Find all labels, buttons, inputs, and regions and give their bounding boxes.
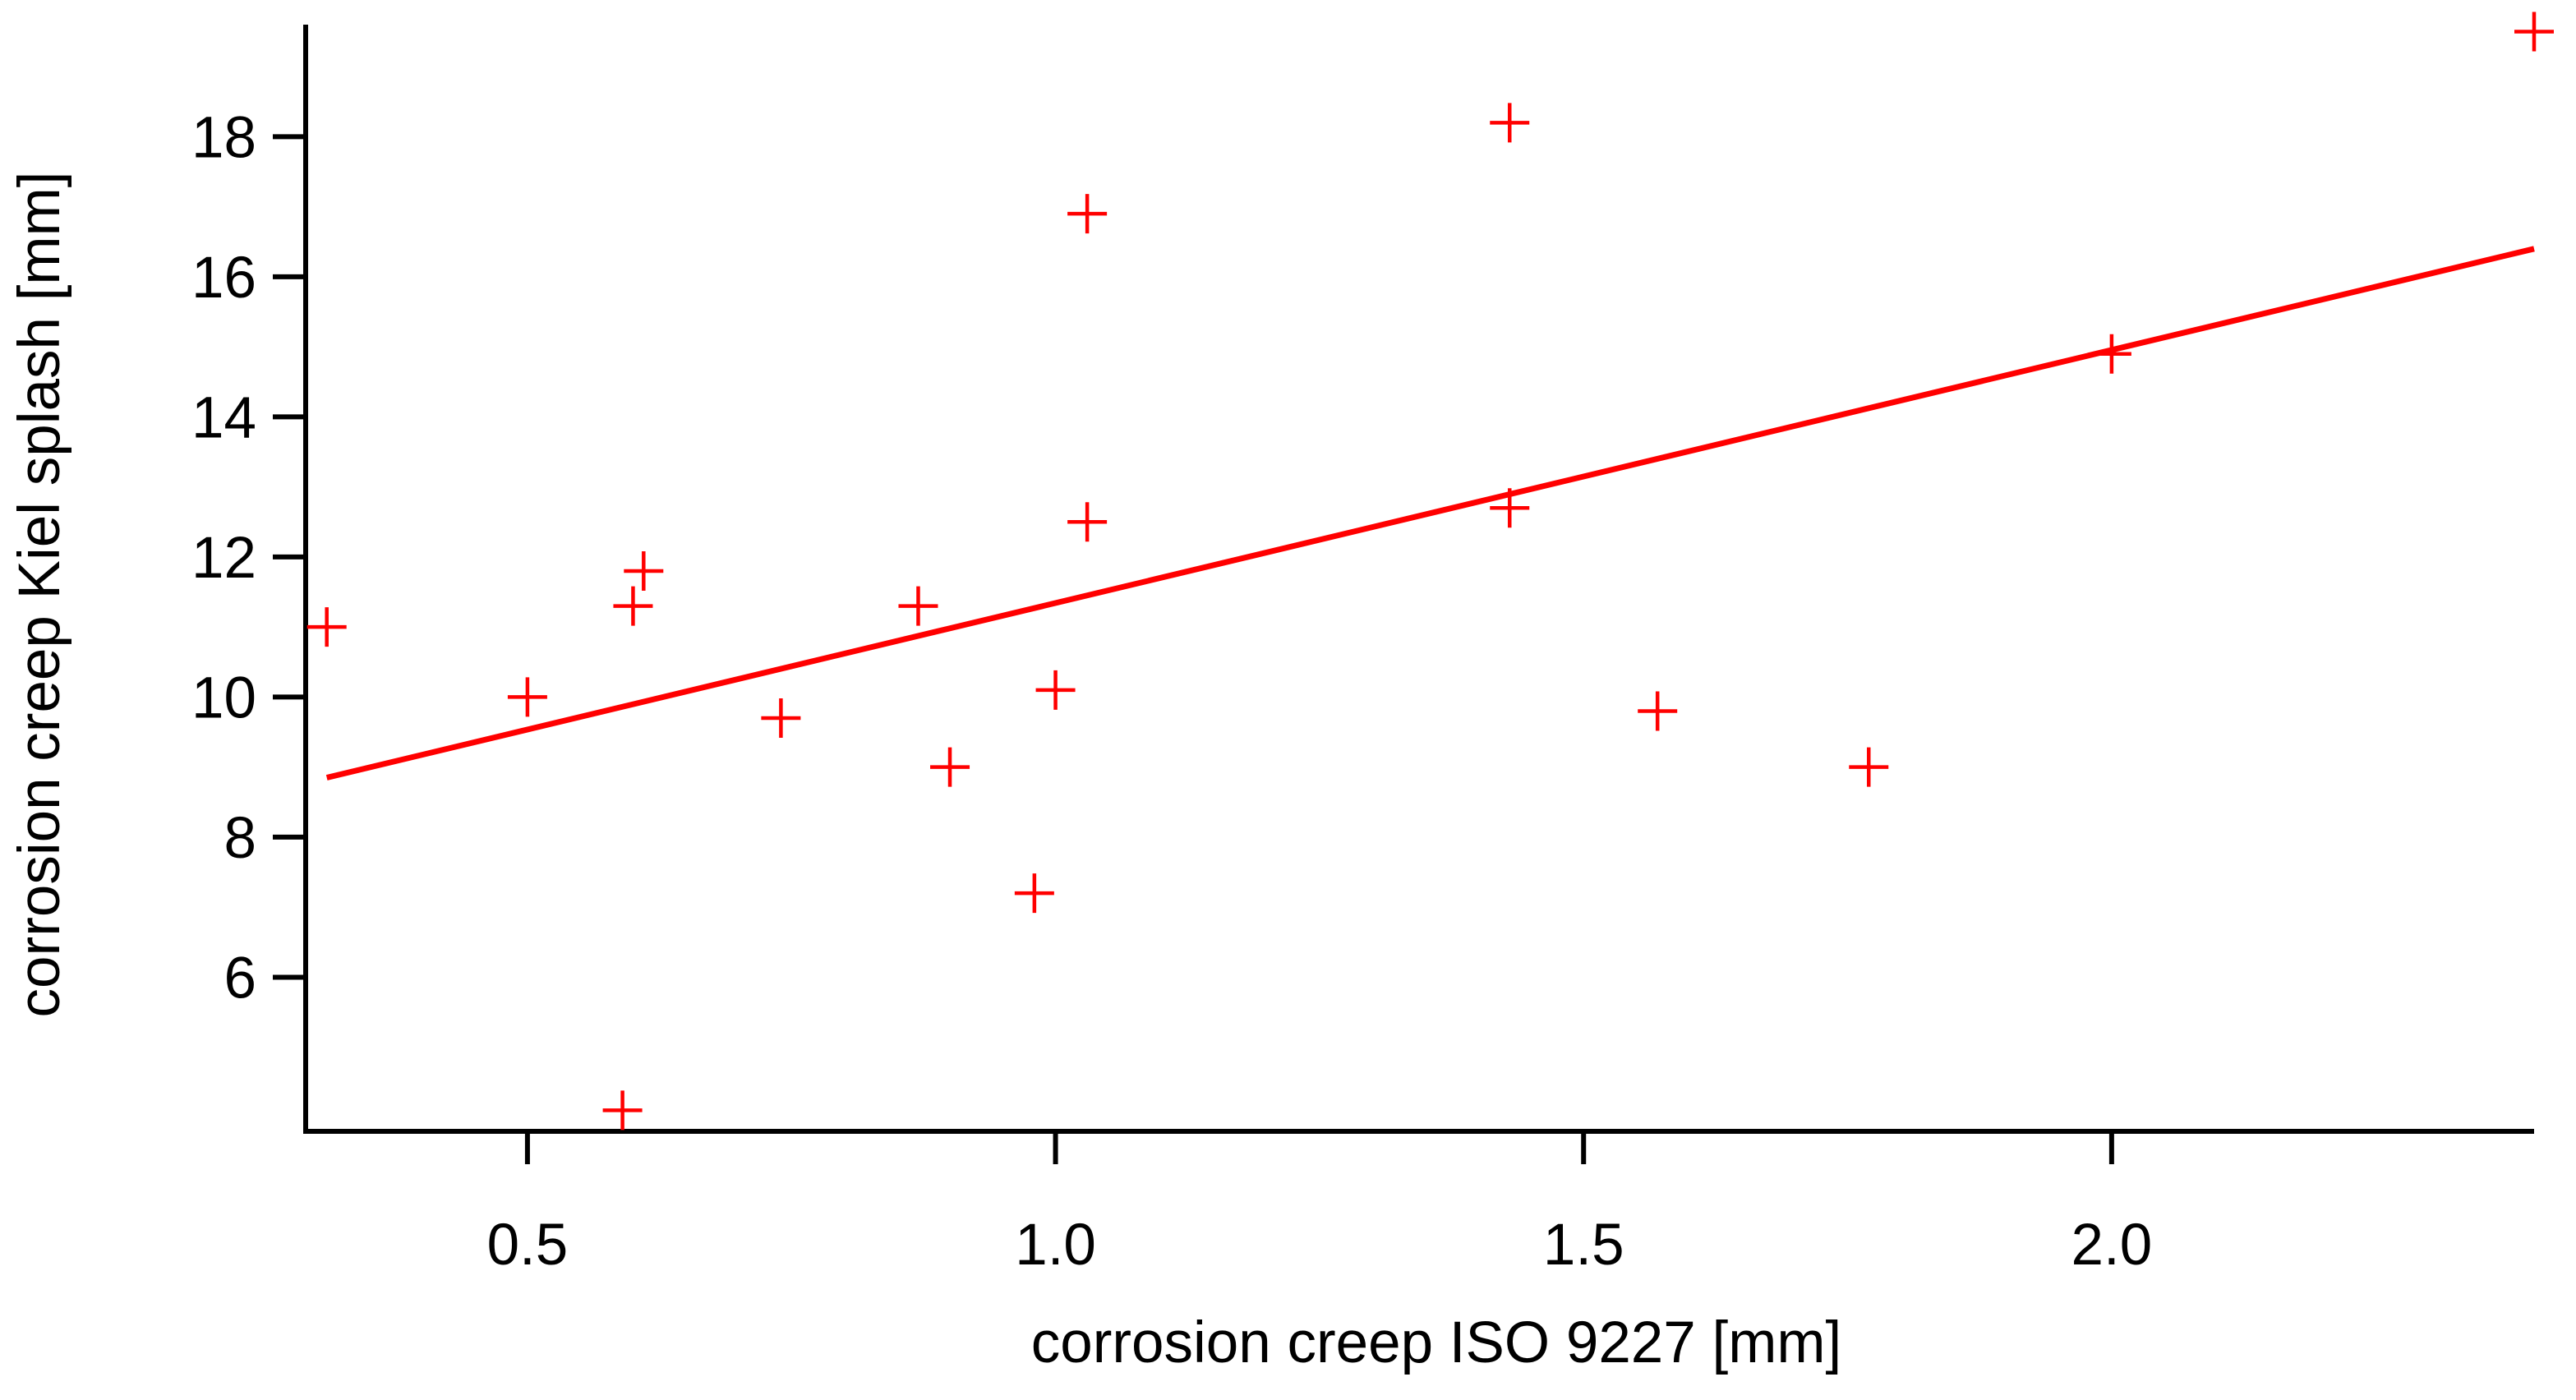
data-point — [306, 607, 347, 647]
data-point — [898, 586, 938, 626]
y-tick-label: 10 — [191, 665, 256, 730]
y-tick-label: 14 — [191, 385, 256, 450]
data-point — [613, 586, 653, 626]
x-tick-label: 0.5 — [487, 1213, 569, 1278]
y-tick-label: 6 — [224, 946, 257, 1011]
data-point — [930, 747, 970, 787]
axes — [303, 25, 2534, 1134]
y-tick-label: 16 — [191, 246, 256, 311]
y-tick-label: 8 — [224, 806, 257, 871]
data-point — [1849, 747, 1889, 787]
data-point — [1490, 103, 1530, 143]
y-axis-title: corrosion creep Kiel splash [mm] — [7, 172, 72, 1018]
x-tick-label: 1.5 — [1543, 1213, 1624, 1278]
data-point — [624, 550, 664, 591]
data-point — [2091, 334, 2131, 374]
y-tick-label: 12 — [191, 526, 256, 591]
x-tick-label: 2.0 — [2071, 1213, 2153, 1278]
data-point — [1035, 670, 1076, 710]
data-point — [761, 698, 801, 739]
y-ticks: 6 8 10 12 14 16 18 — [191, 105, 306, 1011]
data-point — [1014, 873, 1054, 914]
data-point — [1638, 691, 1678, 731]
data-point — [602, 1090, 643, 1131]
trend-line-layer — [325, 246, 2535, 781]
data-points — [306, 12, 2554, 1131]
data-point — [1067, 194, 1108, 234]
x-ticks: 0.5 1.0 1.5 2.0 — [487, 1131, 2153, 1278]
data-point — [2514, 12, 2554, 52]
x-axis-title: corrosion creep ISO 9227 [mm] — [1031, 1310, 1842, 1375]
data-point — [507, 677, 547, 717]
y-tick-label: 18 — [191, 105, 256, 170]
data-point — [1067, 502, 1108, 542]
data-point — [1490, 488, 1530, 528]
linear-fit-line — [325, 246, 2535, 781]
x-tick-label: 1.0 — [1015, 1213, 1096, 1278]
